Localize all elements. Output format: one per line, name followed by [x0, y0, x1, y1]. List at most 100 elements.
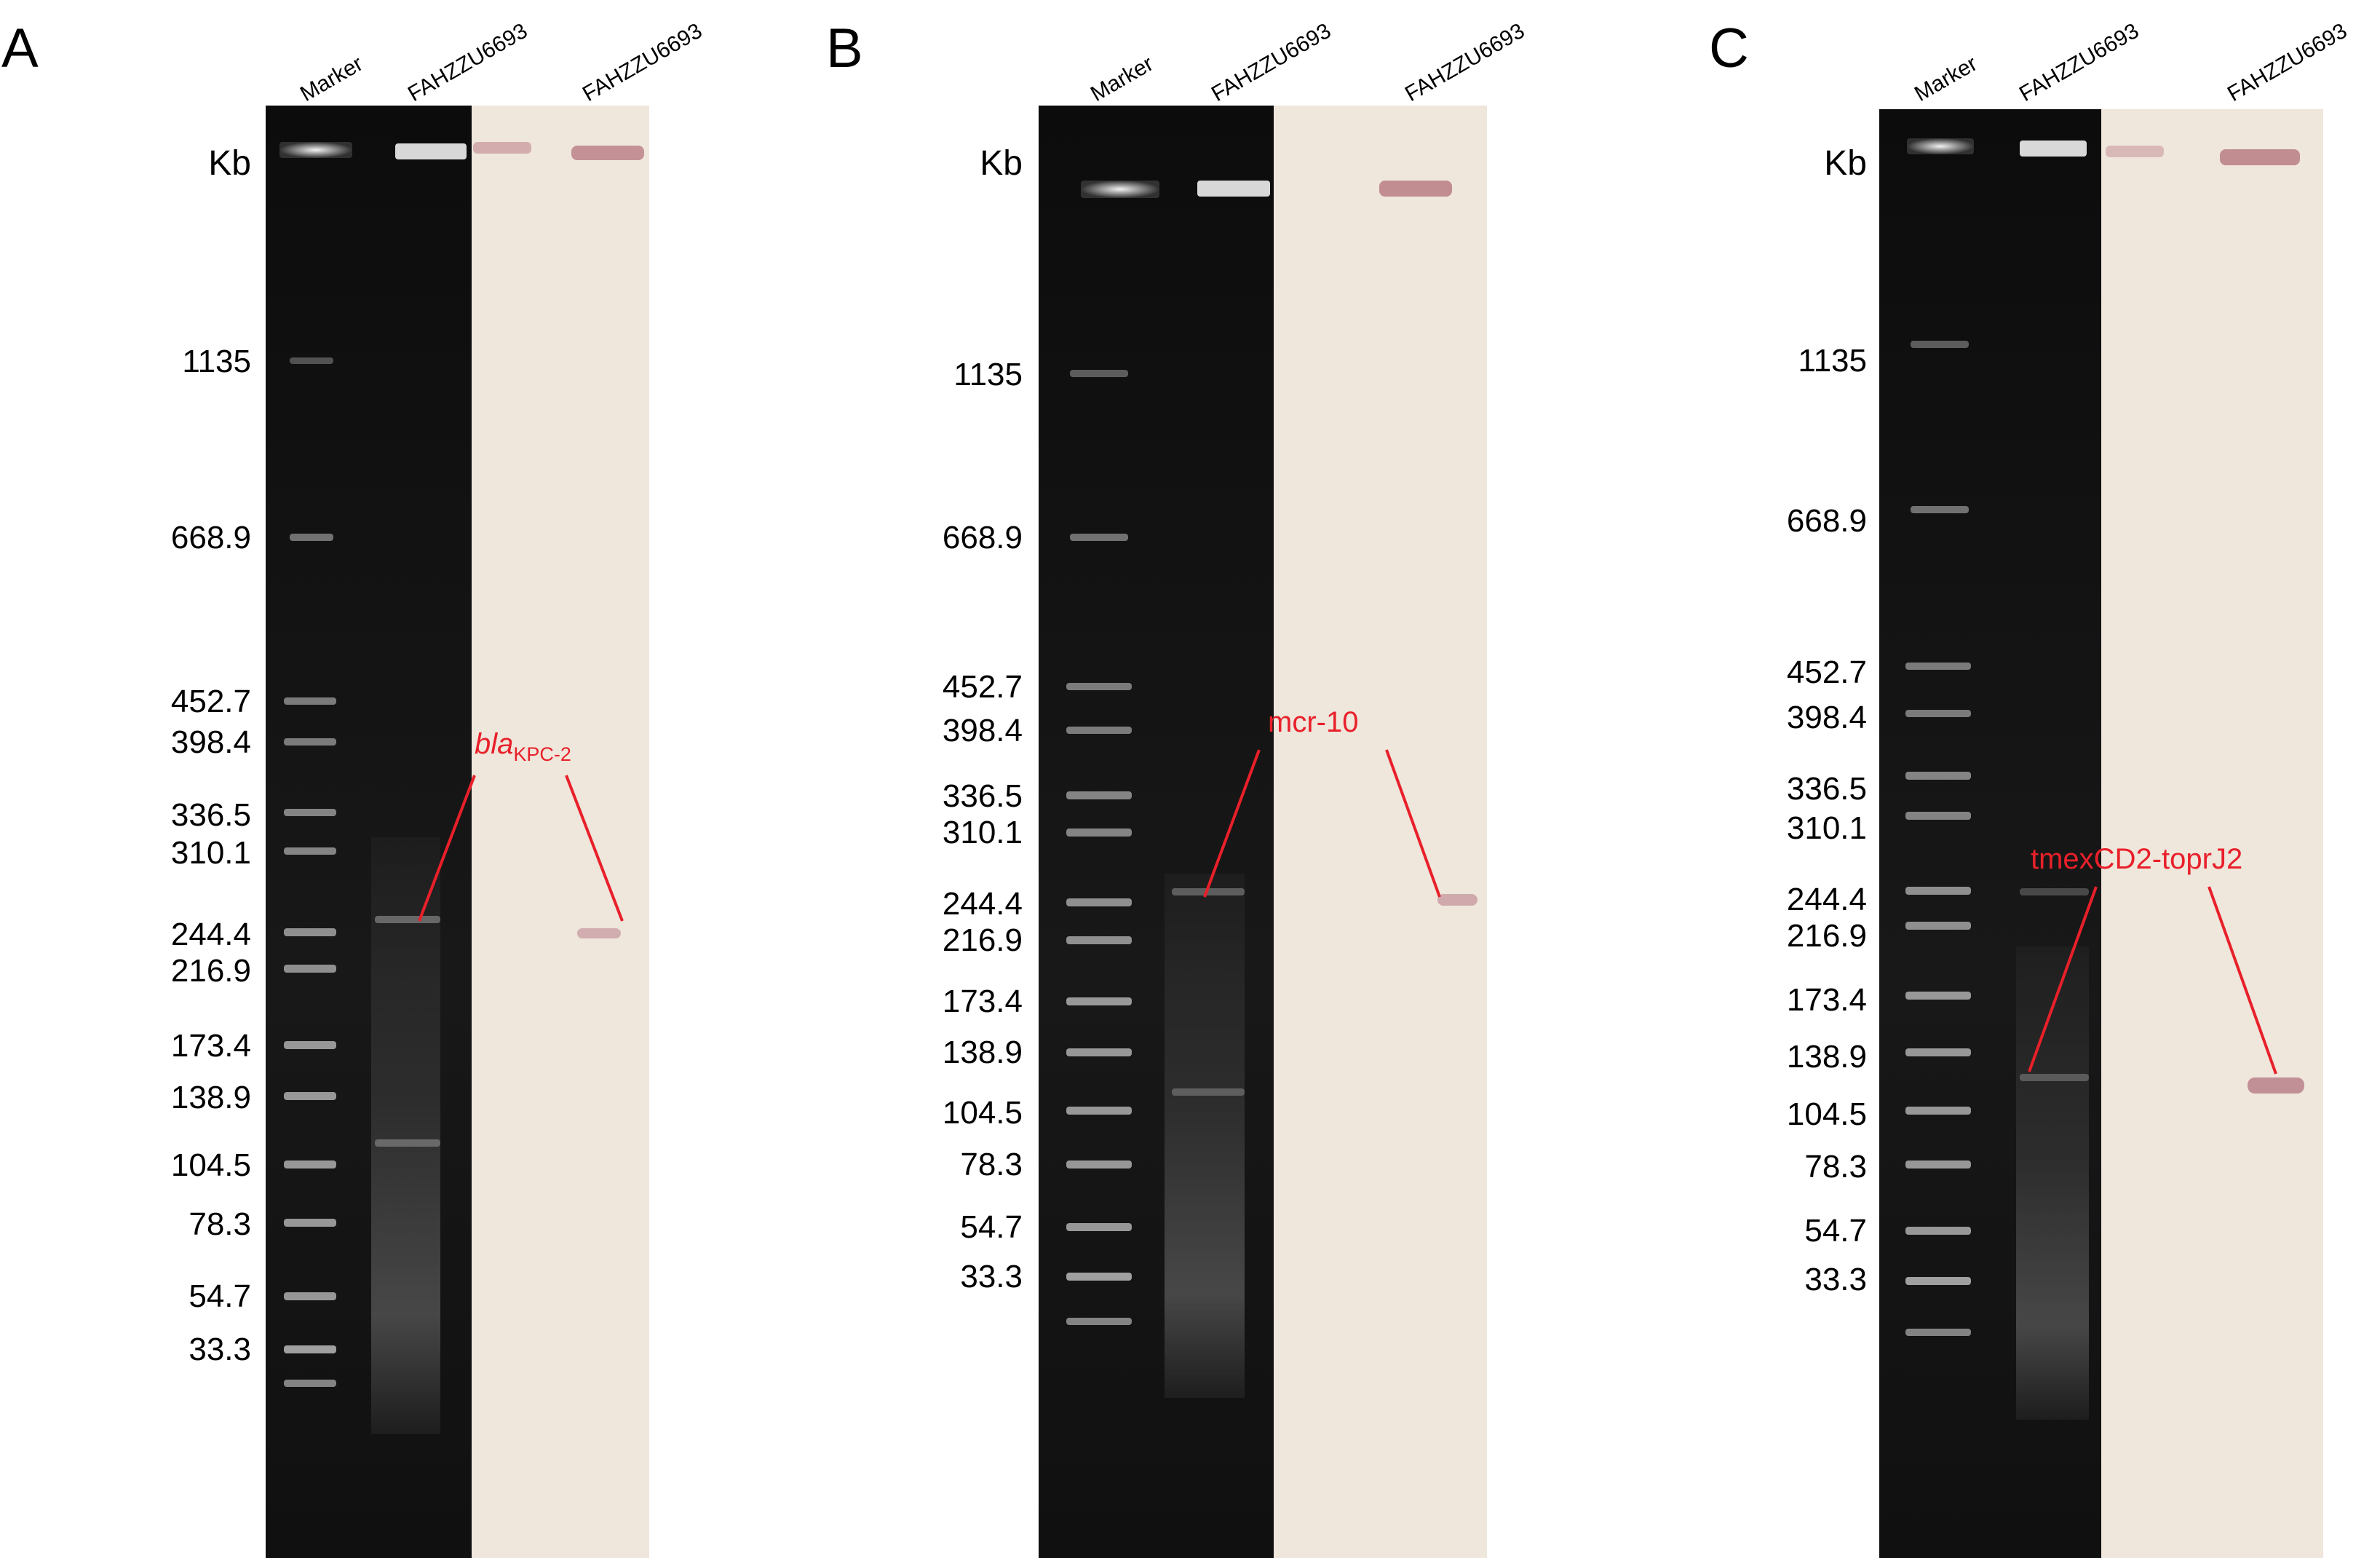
- lane-label-sample: FAHZZU6693: [1207, 19, 1335, 106]
- lane-label-marker: Marker: [1911, 52, 1981, 106]
- size-label: 336.5: [1787, 771, 1867, 807]
- panel-letter: B: [826, 17, 863, 79]
- ladder-band: [1066, 727, 1132, 734]
- lane-label-marker: Marker: [296, 52, 367, 106]
- size-label: 668.9: [1787, 503, 1867, 539]
- ladder-band: [1066, 829, 1132, 837]
- size-label: 216.9: [171, 953, 251, 989]
- ladder-band: [1905, 887, 1971, 895]
- blot-signal-band: [577, 928, 621, 938]
- panel-letter: C: [1709, 17, 1749, 79]
- annotation-line-blot: [1385, 749, 1441, 898]
- marker-ladder: [1905, 341, 1971, 1336]
- lane-label-sample: FAHZZU6693: [404, 19, 531, 106]
- ladder-band: [284, 965, 336, 973]
- gene-annotation: mcr-10: [1268, 706, 1358, 738]
- well-band: [395, 143, 467, 159]
- ladder-band: [1905, 1227, 1971, 1235]
- size-label: 173.4: [1787, 982, 1867, 1018]
- ladder-band: [1066, 898, 1132, 906]
- ladder-band: [1905, 1329, 1971, 1336]
- ladder-band: [1066, 1273, 1132, 1281]
- panel-a: A: [1, 17, 706, 1558]
- ladder-band: [1905, 1277, 1971, 1285]
- well-band: [1081, 181, 1159, 198]
- ladder-band: [284, 1092, 336, 1100]
- panel-b: B Marker FAHZZU6693 FAH: [826, 17, 1528, 1558]
- annotation-line-blot: [565, 775, 624, 922]
- blot-well-band: [2106, 146, 2164, 157]
- annotation-line-gel: [418, 775, 476, 922]
- ladder-band: [1066, 683, 1132, 690]
- marker-ladder: [284, 357, 336, 1387]
- size-unit-label: Kb: [208, 144, 251, 183]
- size-label: 452.7: [171, 684, 251, 719]
- ladder-band: [1070, 534, 1128, 541]
- size-label: 138.9: [171, 1080, 251, 1115]
- blot-well-band: [1379, 181, 1452, 197]
- size-label: 244.4: [1787, 882, 1867, 917]
- size-label: 216.9: [943, 922, 1023, 958]
- panel-c: C Marker FAHZZU6693: [1709, 17, 2351, 1558]
- ladder-band: [1905, 992, 1971, 1000]
- size-label: 138.9: [1787, 1039, 1867, 1075]
- size-labels: 1135 668.9 452.7 398.4 336.5 310.1 244.4…: [943, 357, 1023, 1294]
- marker-ladder: [1066, 370, 1132, 1325]
- size-label: 668.9: [943, 520, 1023, 555]
- lane-label-marker: Marker: [1087, 52, 1157, 106]
- gene-annotation-subscript: KPC-2: [513, 743, 571, 765]
- blot-image: [472, 106, 649, 1558]
- size-label: 33.3: [960, 1259, 1023, 1294]
- lane-label-blot: FAHZZU6693: [1401, 19, 1528, 106]
- ladder-band: [284, 809, 336, 816]
- size-label: 54.7: [960, 1209, 1023, 1245]
- ladder-band: [1905, 772, 1971, 780]
- sample-smear: [1165, 874, 1245, 1398]
- size-label: 452.7: [943, 669, 1023, 705]
- size-label: 78.3: [1804, 1149, 1867, 1185]
- well-band: [1197, 181, 1270, 197]
- size-label: 668.9: [171, 520, 251, 555]
- ladder-band: [1905, 1048, 1971, 1056]
- ladder-band: [1066, 1048, 1132, 1056]
- sample-smear: [371, 837, 440, 1434]
- panel-letter: A: [1, 17, 39, 79]
- gene-annotation-italic: bla: [475, 728, 513, 760]
- ladder-band: [1905, 922, 1971, 930]
- ladder-band: [1066, 936, 1132, 944]
- size-label: 173.4: [943, 984, 1023, 1019]
- size-label: 104.5: [171, 1147, 251, 1183]
- ladder-band: [284, 1380, 336, 1387]
- size-label: 310.1: [1787, 810, 1867, 846]
- size-label: 216.9: [1787, 918, 1867, 954]
- ladder-band: [284, 1292, 336, 1300]
- ladder-band: [1905, 1107, 1971, 1115]
- size-label: 104.5: [943, 1095, 1023, 1131]
- ladder-band: [284, 697, 336, 705]
- size-label: 398.4: [943, 713, 1023, 748]
- gene-annotation: blaKPC-2: [475, 728, 571, 765]
- ladder-band: [1905, 663, 1971, 670]
- well-band: [1907, 138, 1974, 154]
- ladder-band: [290, 534, 333, 541]
- size-unit-label: Kb: [1824, 144, 1867, 183]
- sample-band: [2020, 1074, 2089, 1081]
- ladder-band: [1066, 1223, 1132, 1231]
- size-labels: 1135 668.9 452.7 398.4 336.5 310.1 244.4…: [1787, 343, 1867, 1297]
- size-label: 1135: [1798, 343, 1867, 379]
- ladder-band: [1066, 1160, 1132, 1168]
- sample-smear: [2016, 946, 2089, 1420]
- size-label: 336.5: [943, 778, 1023, 814]
- size-label: 398.4: [171, 724, 251, 760]
- annotation-line-gel: [1203, 749, 1261, 898]
- blot-signal-band: [2248, 1077, 2304, 1094]
- ladder-band: [1905, 812, 1971, 820]
- ladder-band: [1911, 341, 1969, 348]
- blot-signal-band: [1437, 894, 1477, 906]
- gene-annotation: tmexCD2-toprJ2: [2031, 843, 2242, 875]
- size-label: 452.7: [1787, 655, 1867, 690]
- ladder-band: [284, 1041, 336, 1049]
- blot-well-band: [571, 146, 644, 160]
- ladder-band: [1905, 1160, 1971, 1168]
